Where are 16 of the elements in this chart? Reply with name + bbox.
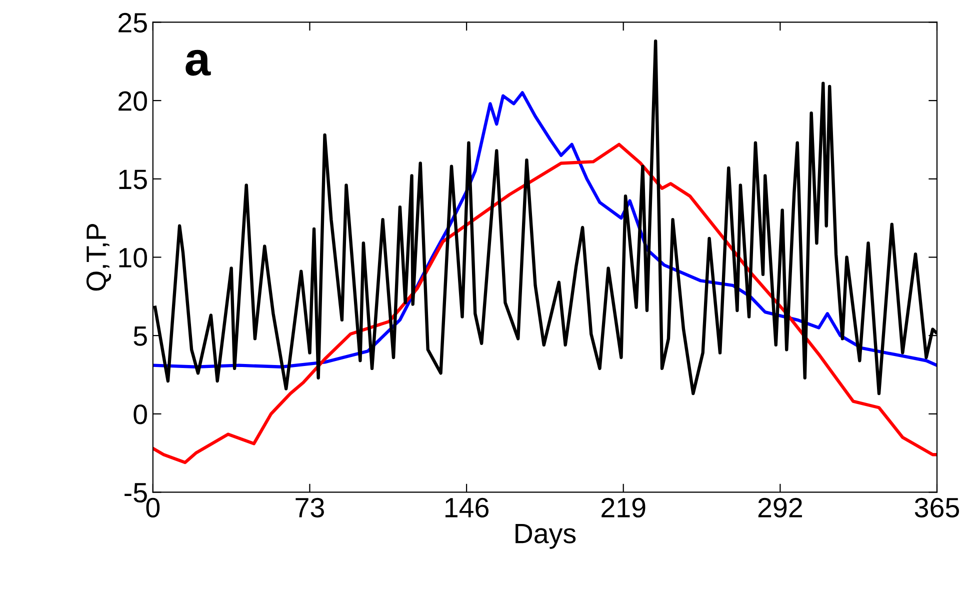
y-tick-label: 0 bbox=[134, 404, 147, 424]
y-tick-label: 25 bbox=[118, 12, 147, 33]
annotation: a bbox=[186, 50, 211, 76]
y-tick-label: 15 bbox=[119, 170, 147, 190]
x-tick-label: 365 bbox=[914, 498, 959, 518]
y-tick-label: 20 bbox=[118, 91, 147, 111]
x-axis-title: Days bbox=[516, 524, 576, 549]
y-axis-title: Q,T,P bbox=[86, 224, 112, 291]
x-tick-label: 146 bbox=[445, 498, 488, 518]
y-tick-label: 5 bbox=[134, 326, 147, 346]
x-tick-label: 0 bbox=[146, 498, 160, 518]
y-tick-label: 10 bbox=[119, 248, 147, 268]
x-tick-label: 73 bbox=[296, 498, 324, 518]
x-tick-label: 292 bbox=[758, 498, 802, 518]
x-tick-label: 219 bbox=[602, 498, 646, 518]
y-tick-label: -5 bbox=[124, 483, 147, 503]
